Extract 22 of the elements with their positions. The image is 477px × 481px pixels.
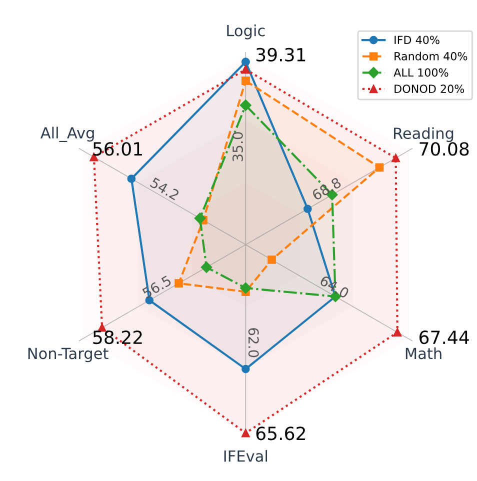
spoke-label: Math [406,347,442,360]
text: 35.0 [232,132,243,162]
spoke-label: All_Avg [40,126,94,142]
text: 70.08 [420,142,469,156]
legend-label: Random 40% [394,52,468,60]
text: 67.44 [420,330,469,344]
text: 56.5 [142,275,172,299]
legend-label: ALL 100% [394,68,448,77]
text: 64.0 [319,275,350,299]
legend-label: IFD 40% [394,36,440,44]
text: 68.8 [311,177,342,201]
text: 56.01 [93,142,142,156]
legend-label: DONOD 20% [394,84,464,94]
spoke-label: Logic [227,24,265,40]
spoke-label: IFEval [224,450,268,462]
text: 54.2 [150,177,180,200]
text: 39.31 [256,48,306,62]
spoke-label: Non-Target [28,348,108,362]
text: 65.62 [256,426,305,440]
spoke-label: Reading [394,127,454,142]
text: 58.22 [93,330,142,344]
text: 62.0 [248,328,259,358]
